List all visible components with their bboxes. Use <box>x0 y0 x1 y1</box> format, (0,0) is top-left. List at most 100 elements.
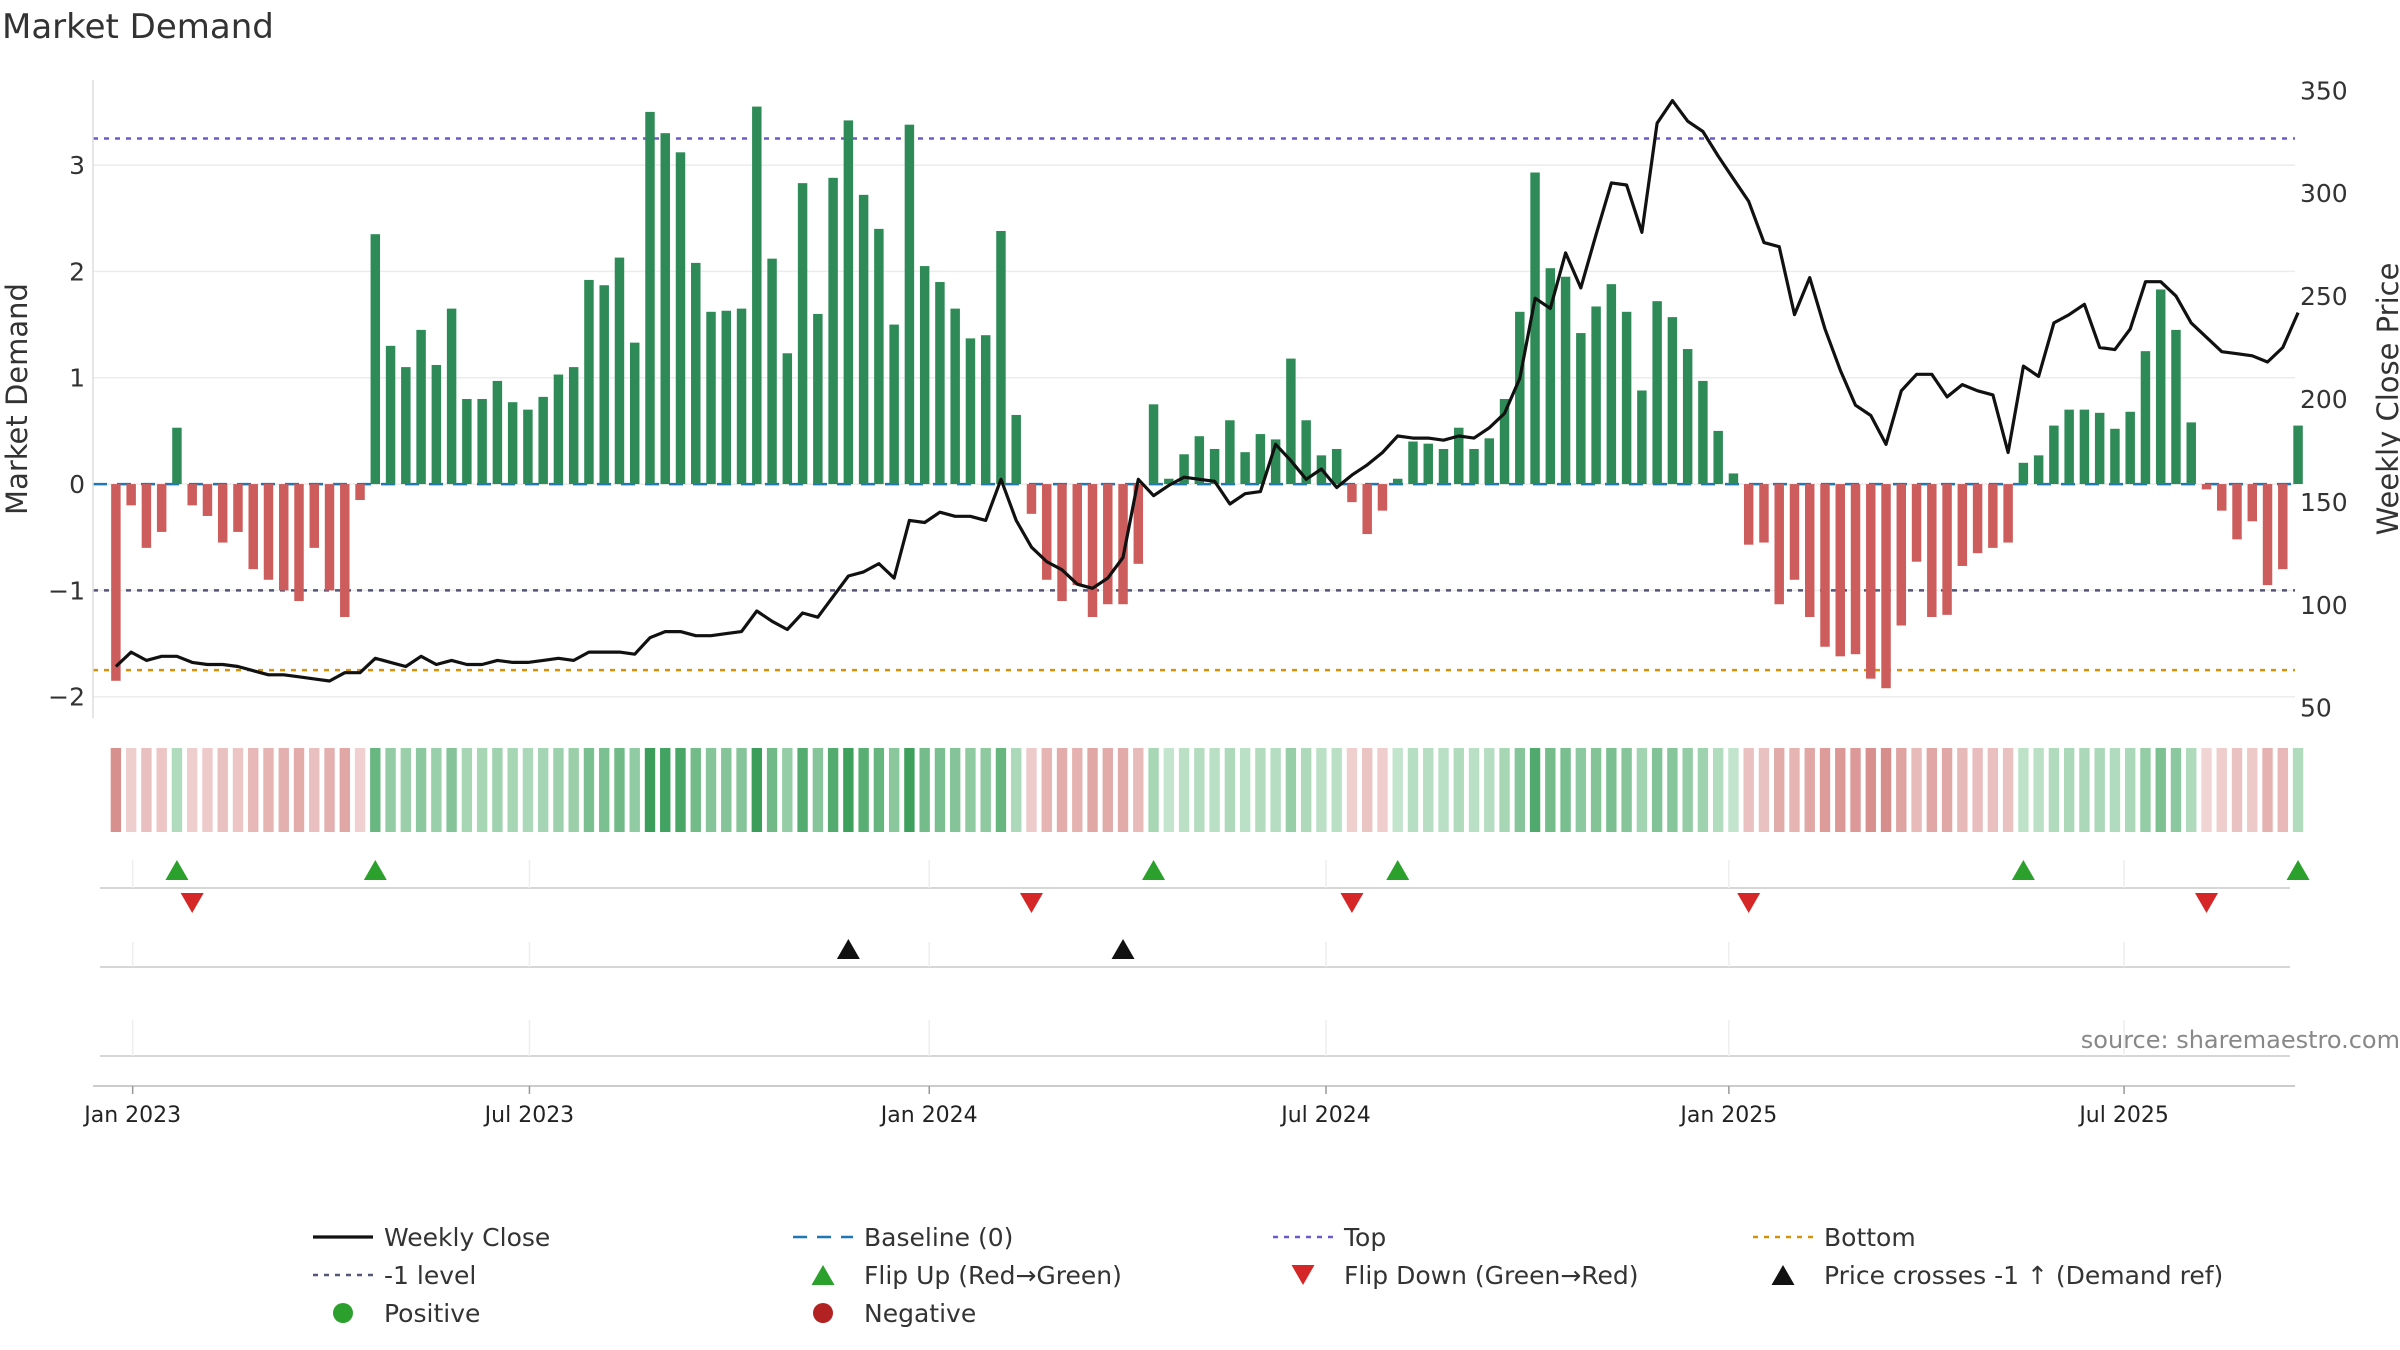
right-axis-label: Weekly Close Price <box>2371 263 2400 536</box>
heat-cell <box>278 748 289 832</box>
heat-cell <box>827 748 839 832</box>
demand-bar <box>1972 484 1983 554</box>
legend-label: Top <box>1343 1223 1386 1252</box>
right-tick-label: 250 <box>2300 282 2348 311</box>
heat-cell <box>2048 748 2060 832</box>
heat-cell <box>1072 748 1083 832</box>
heat-cell <box>660 748 671 832</box>
x-tick-label: Jan 2025 <box>1678 1103 1777 1128</box>
left-tick-label: 2 <box>69 257 85 286</box>
demand-bar <box>1713 430 1723 485</box>
heat-cell <box>415 748 427 832</box>
demand-bar <box>2079 409 2090 485</box>
demand-bar <box>568 367 579 485</box>
heat-cell <box>1590 748 1602 832</box>
weekly-close-polyline <box>114 98 2300 683</box>
heat-cell <box>2063 748 2075 832</box>
heat-cell <box>431 748 442 832</box>
legend: Weekly Close Baseline (0) Top Bottom -1 leve… <box>313 1223 2223 1328</box>
demand-bar <box>1774 484 1784 605</box>
flip-down-marker <box>1340 893 1364 913</box>
demand-bar <box>645 111 655 485</box>
demand-bar <box>1454 427 1464 485</box>
demand-bar <box>2217 484 2227 511</box>
right-tick-label: 300 <box>2300 179 2348 208</box>
heat-cell <box>1026 748 1037 832</box>
legend-label: Flip Up (Red→Green) <box>864 1261 1122 1290</box>
heat-cell <box>1758 748 1770 832</box>
heat-cell <box>1575 748 1587 832</box>
demand-bar <box>2033 455 2044 485</box>
demand-bar <box>1728 473 1739 485</box>
heat-cell <box>248 748 259 832</box>
flip-up-marker <box>1386 860 1410 880</box>
demand-bar <box>1805 484 1815 617</box>
heat-cell <box>690 748 701 832</box>
demand-bar <box>629 342 640 485</box>
demand-bar <box>1759 484 1769 543</box>
demand-bar <box>1438 448 1449 485</box>
demand-bar <box>1835 484 1845 657</box>
heat-cell <box>1651 748 1663 832</box>
heat-cell <box>1255 748 1266 832</box>
demand-bar <box>965 338 976 485</box>
demand-bar <box>1240 452 1250 485</box>
price-cross-marker <box>1111 939 1135 959</box>
demand-bar <box>507 402 518 485</box>
demand-bar <box>1347 484 1357 503</box>
heat-cell <box>1804 748 1815 832</box>
demand-bars <box>111 106 2303 689</box>
demand-bar <box>721 310 732 485</box>
demand-bar <box>1255 434 1266 485</box>
demand-bar <box>1743 484 1754 545</box>
demand-bar <box>1866 484 1876 679</box>
demand-bar <box>355 484 365 501</box>
flip-up-marker <box>165 860 189 880</box>
heat-cell <box>1499 748 1510 832</box>
demand-bar <box>248 484 258 570</box>
demand-bar <box>1423 443 1433 485</box>
heat-cell <box>629 748 640 832</box>
demand-bar <box>1591 306 1601 485</box>
heat-cell <box>1728 748 1739 832</box>
demand-bar <box>691 262 701 485</box>
heat-cell <box>1346 748 1358 832</box>
heat-cell <box>1438 748 1449 832</box>
demand-bar <box>782 353 793 485</box>
demand-bar <box>843 120 854 485</box>
right-tick-label: 150 <box>2300 488 2348 517</box>
demand-bar <box>401 367 411 485</box>
heat-cell <box>1178 748 1190 832</box>
demand-bar <box>1270 439 1281 485</box>
demand-bar <box>462 399 472 485</box>
heat-cell <box>1926 748 1938 832</box>
demand-bar <box>370 234 381 485</box>
heat-cell <box>217 748 228 832</box>
demand-bar <box>141 484 152 548</box>
heat-cell <box>583 748 595 832</box>
demand-bar <box>1667 317 1678 485</box>
heat-cell <box>2262 748 2273 832</box>
legend-swatch-positive-dot <box>333 1303 353 1323</box>
right-tick-label: 100 <box>2300 591 2348 620</box>
heat-cell <box>125 748 137 832</box>
legend-swatch-negative-dot <box>813 1303 833 1323</box>
demand-bar <box>309 484 319 548</box>
heat-cell <box>476 748 488 832</box>
demand-bar <box>1682 349 1693 485</box>
heat-cell <box>2140 748 2151 832</box>
demand-bar <box>1118 484 1128 605</box>
heat-cell <box>1239 748 1251 832</box>
left-tick-label: −1 <box>48 576 85 605</box>
demand-bar <box>1698 380 1708 485</box>
demand-bar <box>294 484 304 602</box>
heat-cell <box>507 748 518 832</box>
heat-cell <box>675 748 686 832</box>
heat-cell <box>873 748 885 832</box>
demand-bar <box>1988 484 1998 548</box>
heat-cell <box>721 748 732 832</box>
heat-cell <box>2201 748 2212 832</box>
heat-cell <box>1514 748 1525 832</box>
